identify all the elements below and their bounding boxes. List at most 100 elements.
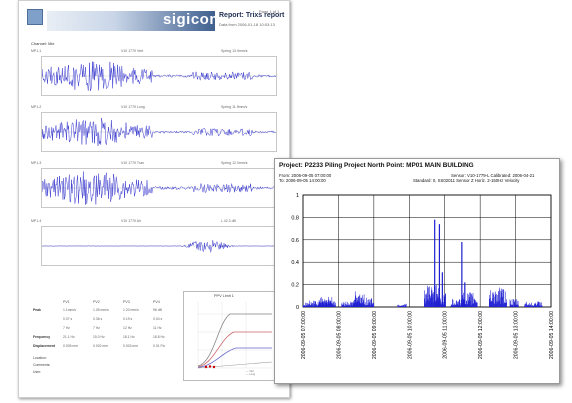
ppv-bar [352,302,353,307]
ppv-bar [509,299,511,307]
ppv-bar [424,290,425,307]
ppv-bar [458,300,460,307]
ppv-bar [454,305,456,307]
ppv-bar [309,300,310,307]
ppv-bar [429,301,431,307]
ppv-bar [467,293,468,307]
ppv-bar [510,305,512,307]
ppv-bar [402,306,404,307]
ppv-bar [506,299,507,307]
ppv-bar [475,300,476,307]
ppv-bar [450,304,452,307]
ppv-bar [536,305,538,307]
ppv-bar [329,305,330,307]
ppv-bar [471,296,473,307]
ppv-bar [451,304,452,307]
ppv-bar [529,302,530,307]
ppv-bar [370,299,371,307]
ppv-bar [365,305,366,307]
ppv-bar [321,305,323,307]
ppv-bar [524,304,525,307]
ppv-bar [348,305,349,307]
ppv-bar [540,306,541,307]
ppv-bar [467,302,469,307]
ppv-bar [347,302,348,307]
table-cell: 0.002 mm [93,344,108,348]
ppv-bar [333,304,335,307]
ppv-bar [540,305,542,307]
ppv-bar [317,305,318,307]
ppv-bar [361,298,362,307]
ppv-bar [326,301,327,307]
x-tick-label: 2006-09-05 07:00:00 [301,311,307,359]
ppv-bar [364,304,365,307]
ppv-bar [326,302,328,307]
ppv-spike [464,282,466,307]
ppv-bar [346,305,347,307]
ppv-bar [515,300,516,307]
ppv-bar [320,298,321,307]
ppv-bar [500,290,502,307]
brand-band [47,11,215,31]
ppv-bar [536,303,538,307]
ppv-bar [356,302,358,307]
ppv-bar [315,304,317,307]
ppv-bar [325,302,327,307]
ppv-bar [304,305,306,307]
ppv-bar [350,302,351,307]
ppv-limit-chart: PPV Limit 1 — Vert — Long [183,291,279,381]
ppv-bar [510,300,511,307]
ppv-bar [436,300,437,307]
x-tick-label: 2006-09-05 13:00:00 [514,311,520,359]
ppv-bar [493,303,495,307]
ppv-bar [533,306,534,307]
ppv-bar [444,300,445,307]
ppv-bar [474,299,476,307]
ppv-bar [516,300,518,307]
ppv-bar [327,304,328,307]
ppv-bar [365,304,367,307]
ppv-bar [351,303,353,307]
ppv-bar [306,302,308,307]
ppv-bar [466,300,467,307]
ppv-bar [540,302,541,307]
ppv-bar [350,301,352,307]
ppv-bar [372,304,373,307]
waveform-trace [41,61,276,91]
ppv-bar [325,303,326,307]
ppv-bar [454,305,456,307]
ppv-bar [354,291,356,307]
ppv-bar [344,306,345,307]
ppv-bar [469,297,471,307]
svg-text:— Vert: — Vert [246,369,254,373]
channel-label: Channel: Mix [31,41,55,46]
ppv-bar [366,297,367,307]
ppv-bar [343,302,345,307]
ppv-spike [431,290,433,307]
ppv-bar [533,305,535,307]
ppv-bar [539,302,540,307]
ppv-bar [343,303,344,307]
ppv-bar [453,305,454,307]
svg-text:— Long: — Long [246,372,256,376]
ppv-bar [311,305,313,307]
ppv-bar [455,305,456,307]
ppv-bar [495,301,497,307]
period-from: From: 2006-09-05 07:00:00 [279,173,332,178]
waveform-panel-2: MP1-2 V10 1779 Long Spring 11.9mm/s [31,105,279,155]
ppv-bar [511,304,512,307]
table-cell: 1.05 mm/s [93,308,109,312]
ppv-bar [331,303,332,307]
ppv-bar [303,305,304,307]
ppv-bar [363,300,364,307]
table-header: PV2 [93,300,100,304]
ppv-bar [513,299,515,307]
table-footer-label: Comments: [33,363,50,367]
ppv-bar [530,305,531,307]
ppv-bar [318,299,320,307]
waveform-trace [41,171,277,205]
ppv-bar [496,299,498,307]
waveform-trace [41,240,276,253]
ppv-bar [341,304,343,307]
table-cell: 1.20 mm/s [123,308,139,312]
